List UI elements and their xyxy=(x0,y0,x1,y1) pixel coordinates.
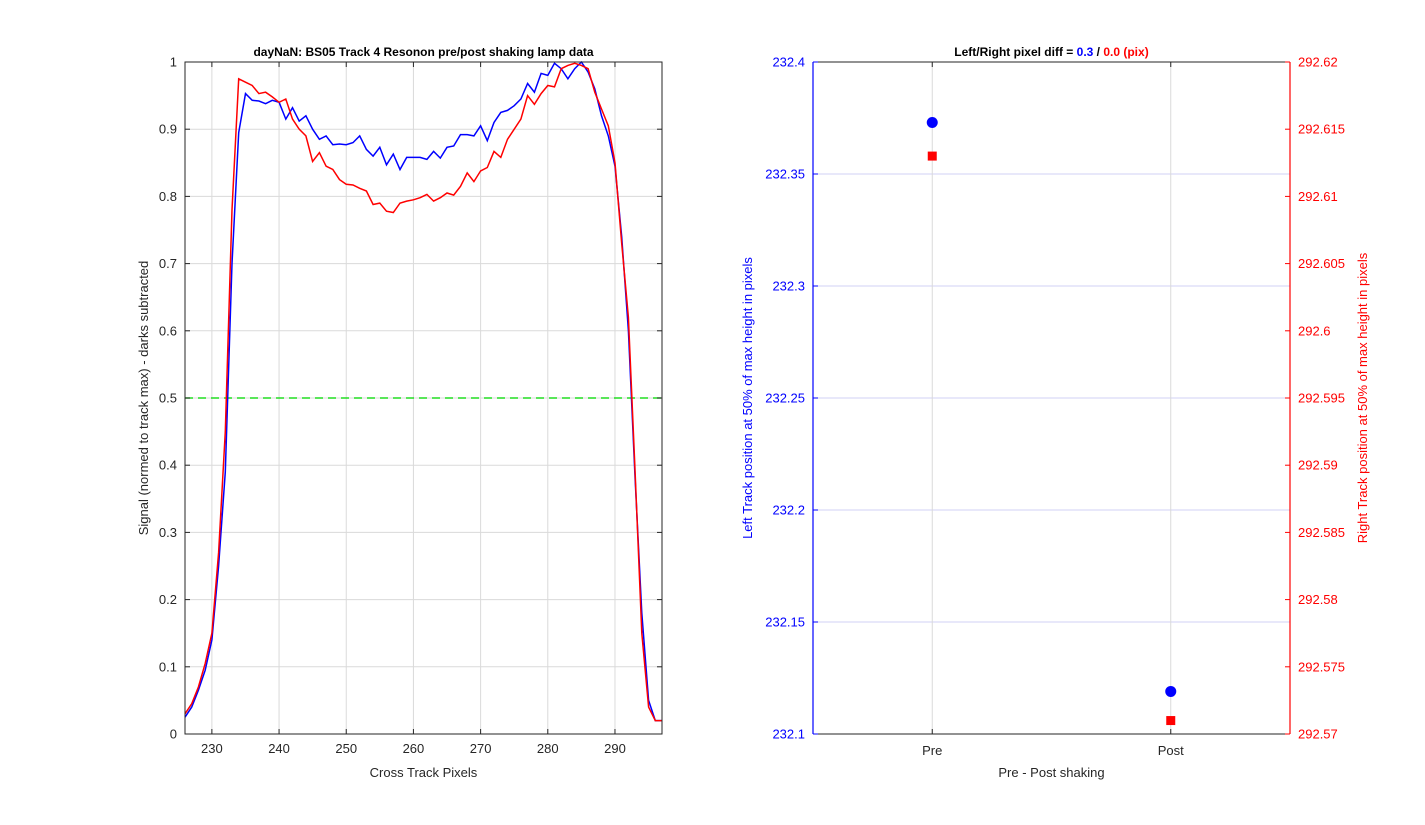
left-y-tick-label: 0.2 xyxy=(159,592,177,607)
left-x-tick-label: 290 xyxy=(604,741,626,756)
left-y-tick-label: 0.4 xyxy=(159,458,177,473)
right-chart-right-tick-label: 292.585 xyxy=(1298,525,1345,540)
right-chart-right-tick-label: 292.62 xyxy=(1298,55,1338,70)
left-y-tick-label: 0.7 xyxy=(159,256,177,271)
left-y-tick-label: 0.5 xyxy=(159,391,177,406)
right-title-part: 0.0 (pix) xyxy=(1103,45,1148,59)
left-y-tick-label: 0 xyxy=(170,727,177,742)
right-chart-right-tick-label: 292.58 xyxy=(1298,592,1338,607)
right-x-tick-label: Post xyxy=(1158,743,1184,758)
right-chart-left-tick-label: 232.35 xyxy=(765,167,805,182)
red-series-line xyxy=(184,62,662,722)
right-chart-left-tick-label: 232.15 xyxy=(765,615,805,630)
left-x-tick-label: 270 xyxy=(470,741,492,756)
left-y-tick-label: 0.3 xyxy=(159,525,177,540)
right-chart-left-tick-label: 232.2 xyxy=(772,503,805,518)
right-title-part: Left/Right pixel diff = xyxy=(954,45,1076,59)
right-ticks: 232.1 232.15 232.2 232.25 232.3 232.35 232.4 29… xyxy=(765,55,1345,759)
right-chart-left-tick-label: 232.3 xyxy=(772,279,805,294)
right-points-group xyxy=(926,116,1177,726)
left-x-tick-label: 280 xyxy=(537,741,559,756)
right-chart-right-tick-label: 292.615 xyxy=(1298,122,1345,137)
blue-series-line xyxy=(184,60,662,722)
left-x-axis-label: Cross Track Pixels xyxy=(370,765,478,780)
left-y-tick-label: 0.9 xyxy=(159,122,177,137)
left-y-tick-label: 1 xyxy=(170,55,177,70)
left-y-tick-label: 0.1 xyxy=(159,659,177,674)
right-chart-right-tick-label: 292.605 xyxy=(1298,256,1345,271)
right-title-part: / xyxy=(1093,45,1103,59)
left-y-tick-label: 0.6 xyxy=(159,323,177,338)
left-y-tick-label: 0.8 xyxy=(159,189,177,204)
right-chart-right-y-label: Right Track position at 50% of max heigh… xyxy=(1355,252,1370,543)
right-x-axis-label: Pre - Post shaking xyxy=(998,765,1104,780)
right-chart-left-tick-label: 232.4 xyxy=(772,55,805,70)
left-track-point-post xyxy=(1165,685,1177,697)
right-chart-right-tick-label: 292.595 xyxy=(1298,391,1345,406)
left-ticks: 230 240 250 260 270 280 290 0 0.1 0.2 0.3 0.4 0.5 0.6… xyxy=(159,55,662,756)
right-chart-right-tick-label: 292.57 xyxy=(1298,727,1338,742)
left-series-group xyxy=(184,60,662,722)
left-x-tick-label: 250 xyxy=(335,741,357,756)
right-chart-right-tick-label: 292.61 xyxy=(1298,189,1338,204)
right-x-tick-label: Pre xyxy=(922,743,942,758)
right-chart-title: Left/Right pixel diff = 0.3 / 0.0 (pix) xyxy=(954,45,1148,59)
left-chart: 230 240 250 260 270 280 290 0 0.1 0.2 0.3 0.4 0.5 0.6… xyxy=(136,45,663,780)
left-chart-title: dayNaN: BS05 Track 4 Resonon pre/post sh… xyxy=(253,45,593,59)
right-grid xyxy=(813,61,1290,735)
right-chart-right-tick-label: 292.59 xyxy=(1298,458,1338,473)
right-track-point-post xyxy=(1166,716,1176,726)
right-chart: 232.1 232.15 232.2 232.25 232.3 232.35 232.4 29… xyxy=(740,45,1370,780)
right-chart-left-tick-label: 232.25 xyxy=(765,391,805,406)
right-chart-right-tick-label: 292.575 xyxy=(1298,659,1345,674)
left-track-point-pre xyxy=(926,116,938,128)
left-x-tick-label: 240 xyxy=(268,741,290,756)
right-chart-right-tick-label: 292.6 xyxy=(1298,323,1331,338)
right-chart-left-y-label: Left Track position at 50% of max height… xyxy=(740,257,755,539)
right-track-point-pre xyxy=(927,151,937,161)
left-x-tick-label: 230 xyxy=(201,741,223,756)
right-title-part: 0.3 xyxy=(1077,45,1094,59)
left-x-tick-label: 260 xyxy=(403,741,425,756)
left-y-axis-label: Signal (normed to track max) - darks sub… xyxy=(136,261,151,536)
right-chart-left-tick-label: 232.1 xyxy=(772,727,805,742)
